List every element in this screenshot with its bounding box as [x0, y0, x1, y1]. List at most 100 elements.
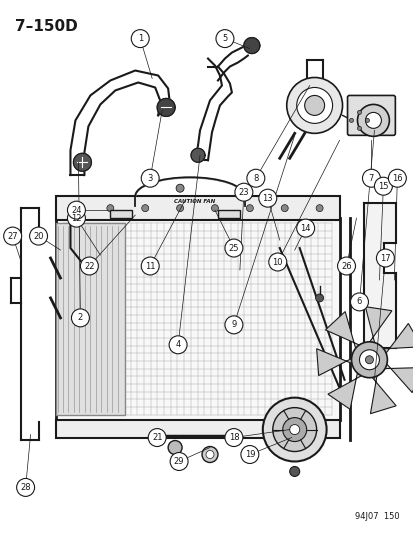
Circle shape	[141, 257, 159, 275]
Text: 28: 28	[20, 483, 31, 492]
Circle shape	[141, 169, 159, 187]
Circle shape	[240, 446, 258, 464]
Polygon shape	[316, 349, 354, 376]
FancyBboxPatch shape	[110, 210, 132, 218]
Circle shape	[176, 184, 184, 192]
Circle shape	[168, 441, 182, 455]
Text: 13: 13	[262, 193, 273, 203]
Circle shape	[216, 30, 233, 47]
Text: 16: 16	[391, 174, 402, 183]
Circle shape	[358, 350, 378, 370]
Circle shape	[224, 429, 242, 447]
Text: 20: 20	[33, 231, 44, 240]
Bar	[55, 218, 339, 419]
Text: 4: 4	[175, 340, 180, 349]
Bar	[55, 223, 125, 415]
Circle shape	[202, 447, 217, 463]
Circle shape	[357, 104, 389, 136]
Circle shape	[365, 118, 368, 123]
Circle shape	[357, 110, 361, 115]
Text: 21: 21	[152, 433, 162, 442]
Circle shape	[296, 87, 332, 123]
Circle shape	[67, 201, 85, 219]
Text: 2: 2	[78, 313, 83, 322]
Circle shape	[246, 205, 253, 212]
Text: 19: 19	[244, 450, 254, 459]
Polygon shape	[243, 38, 259, 53]
Circle shape	[17, 479, 35, 496]
Circle shape	[316, 205, 322, 212]
Polygon shape	[380, 324, 413, 355]
Circle shape	[304, 95, 324, 116]
Circle shape	[258, 189, 276, 207]
Circle shape	[176, 205, 183, 212]
Text: 15: 15	[377, 182, 388, 191]
FancyBboxPatch shape	[217, 210, 239, 218]
Circle shape	[211, 205, 218, 212]
Text: 29: 29	[173, 457, 184, 466]
Polygon shape	[327, 370, 363, 409]
Text: 10: 10	[272, 257, 282, 266]
Circle shape	[246, 169, 264, 187]
Text: 25: 25	[228, 244, 239, 253]
FancyBboxPatch shape	[347, 95, 394, 135]
Text: 5: 5	[222, 34, 227, 43]
Circle shape	[296, 219, 314, 237]
Text: 1: 1	[137, 34, 142, 43]
Circle shape	[224, 239, 242, 257]
Circle shape	[349, 118, 353, 123]
Circle shape	[206, 450, 214, 458]
Circle shape	[280, 205, 287, 212]
Circle shape	[141, 205, 148, 212]
Text: 94J07  150: 94J07 150	[354, 512, 399, 521]
Text: 24: 24	[71, 206, 81, 215]
Text: 18: 18	[228, 433, 239, 442]
Polygon shape	[191, 148, 204, 162]
Circle shape	[224, 316, 242, 334]
Circle shape	[289, 425, 299, 434]
Circle shape	[29, 227, 47, 245]
Circle shape	[362, 169, 380, 187]
Circle shape	[72, 205, 79, 212]
Bar	[55, 196, 339, 220]
Text: 22: 22	[84, 262, 95, 271]
Circle shape	[286, 77, 342, 133]
Circle shape	[375, 249, 394, 267]
Text: 8: 8	[252, 174, 258, 183]
Circle shape	[351, 342, 387, 378]
Circle shape	[365, 356, 373, 364]
Text: CAUTION FAN: CAUTION FAN	[174, 199, 215, 204]
Text: 9: 9	[231, 320, 236, 329]
Text: 12: 12	[71, 214, 81, 223]
Circle shape	[350, 293, 368, 311]
Circle shape	[387, 169, 405, 187]
Circle shape	[131, 30, 149, 47]
Text: 17: 17	[379, 254, 390, 263]
Circle shape	[71, 309, 89, 327]
Polygon shape	[73, 154, 91, 171]
Circle shape	[373, 177, 392, 195]
Circle shape	[268, 253, 286, 271]
Circle shape	[365, 112, 380, 128]
Circle shape	[357, 126, 361, 131]
Text: 23: 23	[238, 188, 249, 197]
Text: 7: 7	[368, 174, 373, 183]
Polygon shape	[157, 99, 175, 116]
Circle shape	[272, 408, 316, 451]
Circle shape	[107, 205, 114, 212]
Text: 11: 11	[145, 262, 155, 271]
Circle shape	[80, 257, 98, 275]
Circle shape	[234, 183, 252, 201]
Text: 3: 3	[147, 174, 152, 183]
Polygon shape	[325, 312, 361, 351]
Circle shape	[4, 227, 21, 245]
Circle shape	[67, 209, 85, 227]
Circle shape	[282, 417, 306, 441]
Text: 27: 27	[7, 231, 18, 240]
Circle shape	[262, 398, 326, 462]
Text: 26: 26	[340, 262, 351, 271]
Polygon shape	[363, 203, 395, 348]
Circle shape	[148, 429, 166, 447]
Circle shape	[315, 294, 323, 302]
Circle shape	[337, 257, 355, 275]
